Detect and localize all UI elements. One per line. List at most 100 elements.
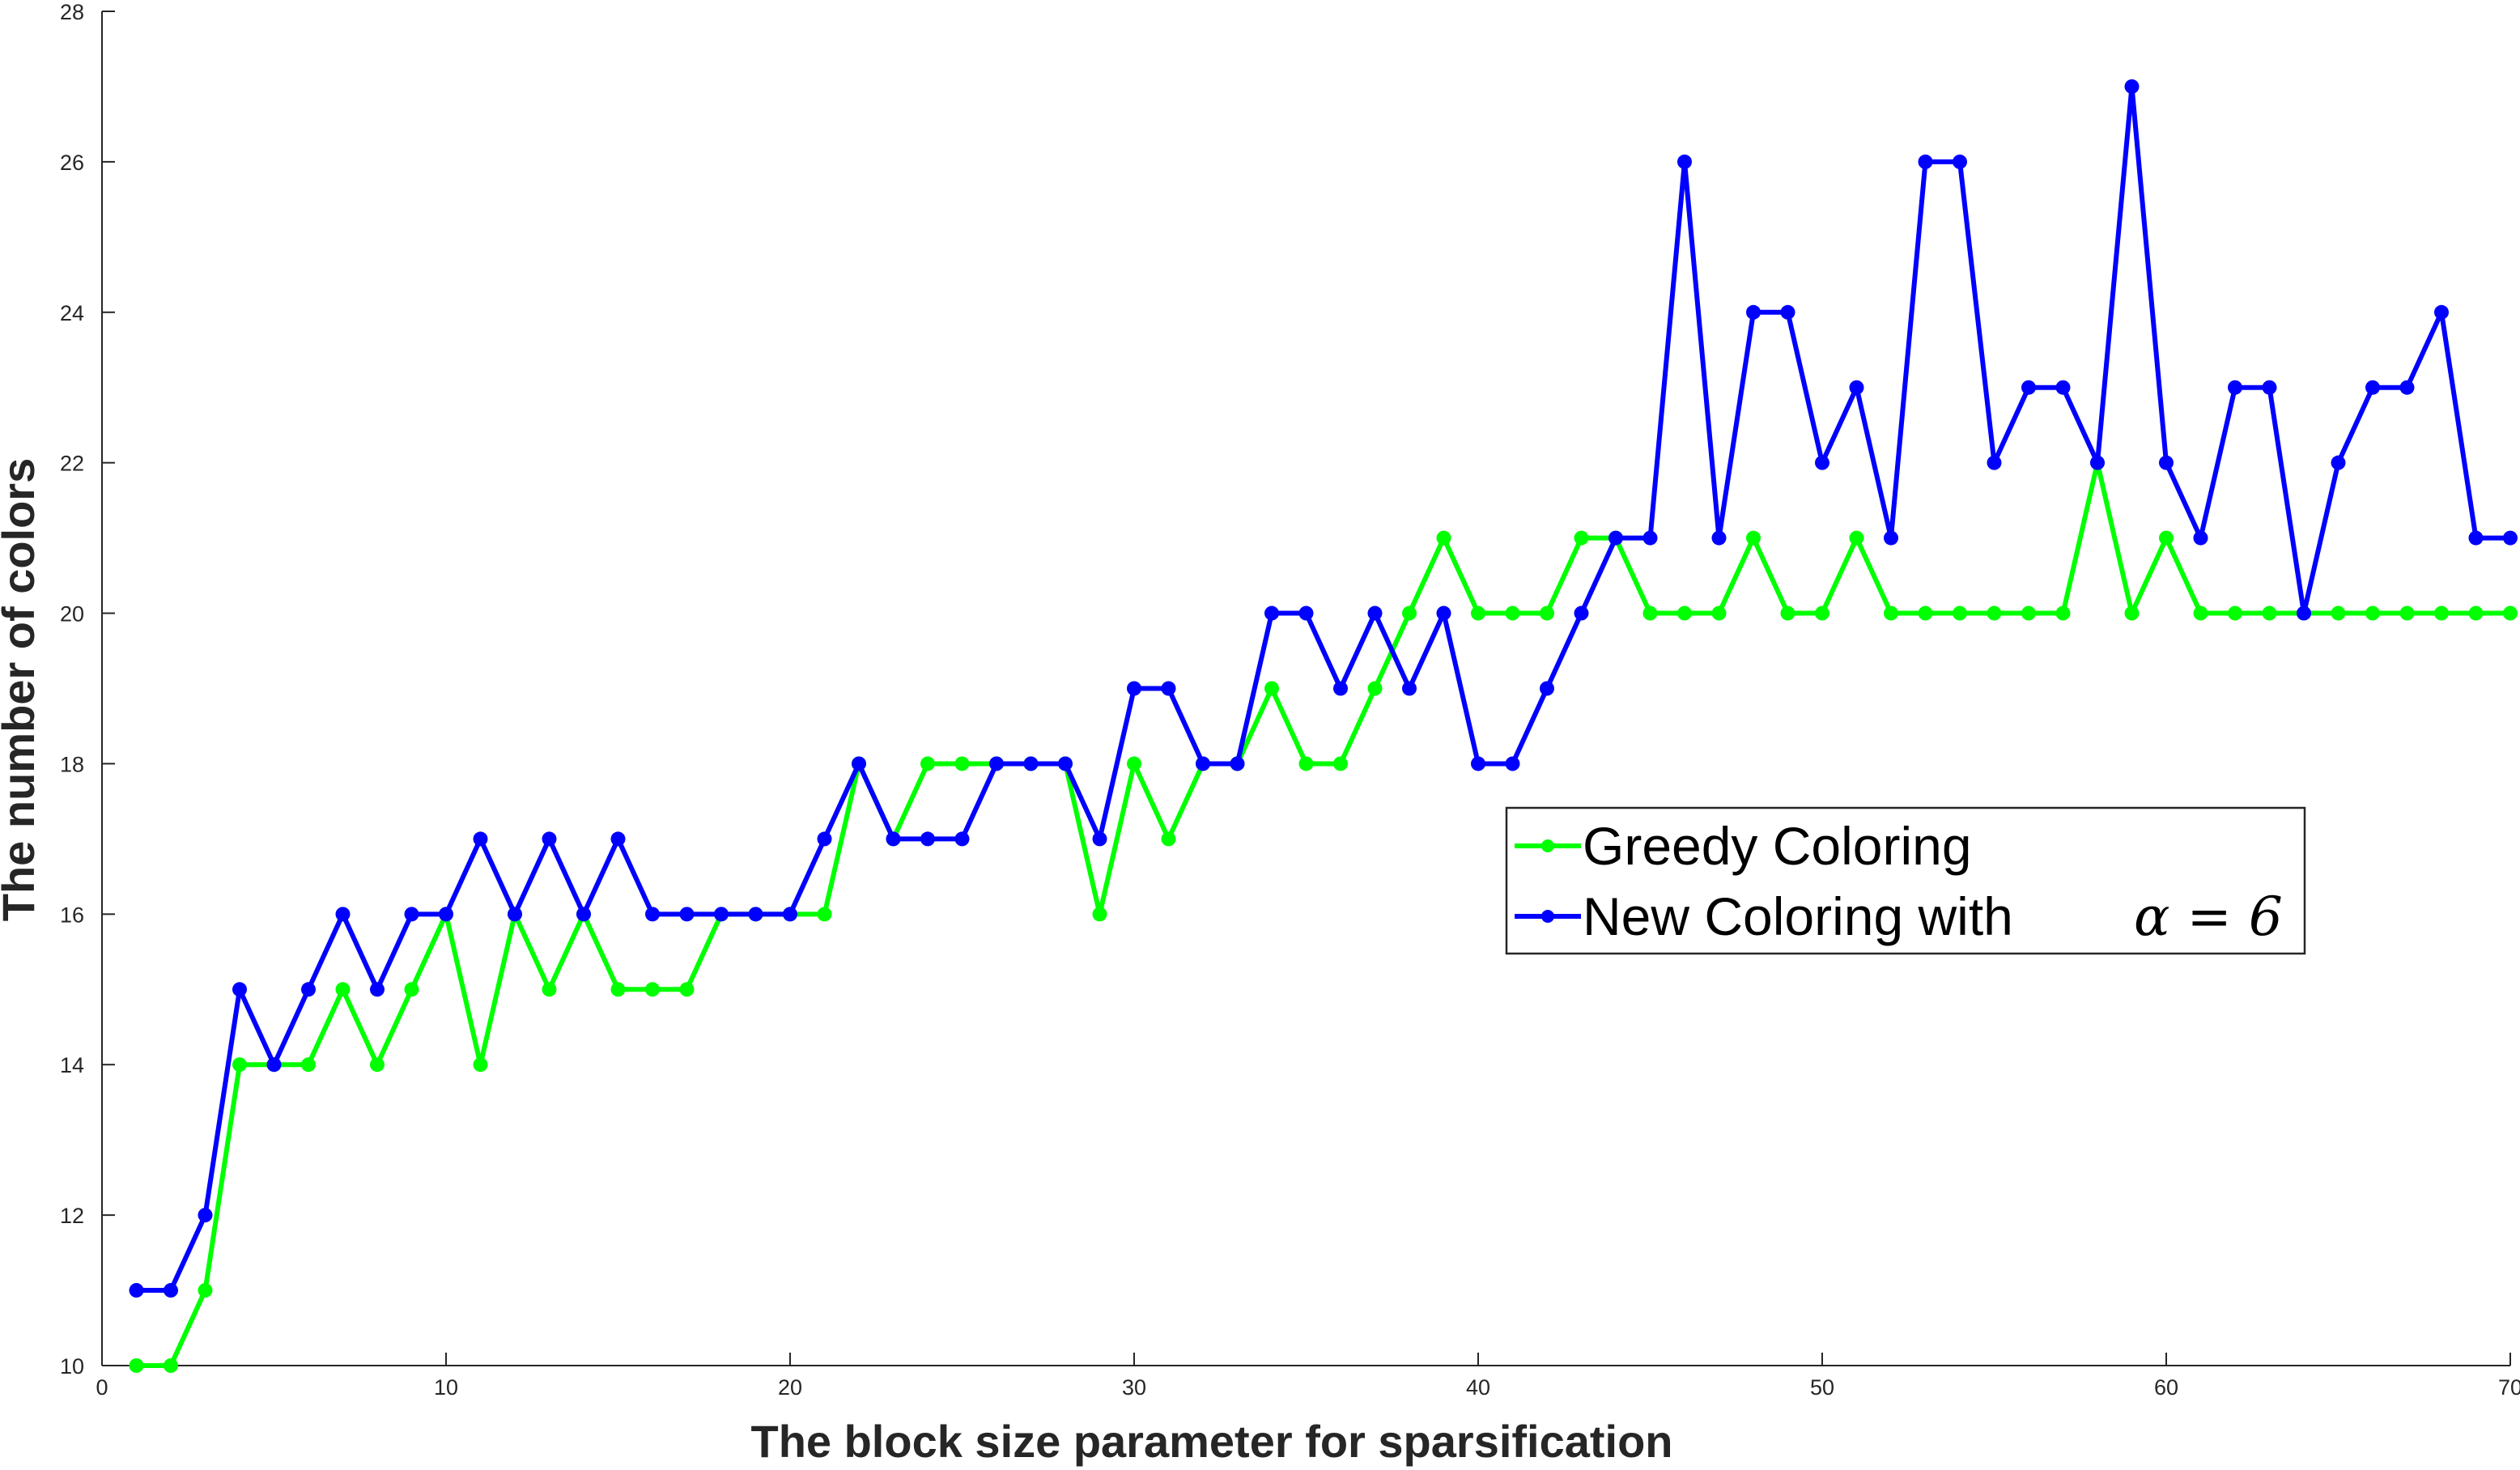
data-point-new-coloring [1884, 530, 1898, 546]
data-point-greedy [1677, 605, 1692, 621]
data-point-greedy [1402, 605, 1417, 621]
data-point-greedy [1264, 681, 1279, 696]
data-point-greedy [2468, 605, 2484, 621]
data-point-new-coloring [542, 831, 557, 847]
data-point-new-coloring [301, 982, 316, 997]
data-point-new-coloring [1436, 605, 1451, 621]
data-point-new-coloring [1987, 455, 2002, 470]
data-point-new-coloring [645, 907, 660, 922]
data-point-new-coloring [1677, 154, 1692, 169]
data-point-greedy [610, 982, 626, 997]
data-point-new-coloring [783, 907, 797, 922]
data-point-new-coloring [610, 831, 626, 847]
data-point-greedy [1711, 605, 1727, 621]
data-point-greedy [1367, 681, 1383, 696]
x-tick-label: 60 [2154, 1375, 2178, 1400]
data-point-new-coloring [2090, 455, 2105, 470]
data-point-greedy [2331, 605, 2346, 621]
data-point-greedy [920, 756, 935, 771]
data-point-greedy [473, 1057, 488, 1073]
data-point-new-coloring [2331, 455, 2346, 470]
data-point-new-coloring [1298, 605, 1314, 621]
data-point-new-coloring [852, 756, 866, 771]
data-point-greedy [301, 1057, 316, 1073]
data-point-new-coloring [1780, 304, 1795, 320]
data-point-new-coloring [2021, 380, 2036, 395]
data-point-greedy [817, 907, 832, 922]
data-point-greedy [2193, 605, 2208, 621]
data-point-new-coloring [2365, 380, 2380, 395]
data-point-greedy [542, 982, 557, 997]
data-point-greedy [1298, 756, 1314, 771]
data-point-greedy [1333, 756, 1348, 771]
data-point-greedy [198, 1283, 213, 1298]
data-point-greedy [404, 982, 419, 997]
x-tick-label: 30 [1122, 1375, 1146, 1400]
data-point-greedy [370, 1057, 385, 1073]
data-point-greedy [2262, 605, 2277, 621]
data-point-new-coloring [404, 907, 419, 922]
data-point-new-coloring [1918, 154, 1933, 169]
data-point-greedy [1642, 605, 1658, 621]
data-point-greedy [2434, 605, 2449, 621]
data-point-new-coloring [714, 907, 729, 922]
data-point-greedy [1746, 530, 1761, 546]
legend-label-new-math: α = 6 [2134, 886, 2283, 948]
data-point-new-coloring [1092, 831, 1107, 847]
x-tick-label: 50 [1810, 1375, 1834, 1400]
data-point-greedy [1780, 605, 1795, 621]
data-point-new-coloring [1161, 681, 1176, 696]
data-point-new-coloring [989, 756, 1004, 771]
data-point-greedy [1161, 831, 1176, 847]
data-point-new-coloring [129, 1283, 144, 1298]
data-point-greedy [679, 982, 695, 997]
x-tick-label: 0 [96, 1375, 108, 1400]
data-point-new-coloring [2262, 380, 2277, 395]
data-point-new-coloring [1746, 304, 1761, 320]
data-point-greedy [1987, 605, 2002, 621]
data-point-new-coloring [1815, 455, 1829, 470]
data-point-greedy [2503, 605, 2518, 621]
x-tick-label: 40 [1466, 1375, 1490, 1400]
data-point-new-coloring [335, 907, 351, 922]
data-point-new-coloring [679, 907, 695, 922]
y-tick-label: 20 [60, 602, 84, 627]
data-point-new-coloring [1127, 681, 1141, 696]
data-point-new-coloring [1367, 605, 1383, 621]
data-point-new-coloring [1333, 681, 1348, 696]
data-point-new-coloring [2193, 530, 2208, 546]
y-tick-label: 10 [60, 1354, 84, 1379]
data-point-greedy [645, 982, 660, 997]
data-point-greedy [1127, 756, 1141, 771]
x-tick-label: 70 [2498, 1375, 2520, 1400]
data-point-greedy [1918, 605, 1933, 621]
x-tick-label: 10 [434, 1375, 458, 1400]
data-point-greedy [1436, 530, 1451, 546]
y-axis-label: The number of colors [0, 458, 44, 922]
data-point-new-coloring [1471, 756, 1485, 771]
data-point-greedy [2124, 605, 2140, 621]
data-point-greedy [1540, 605, 1554, 621]
data-point-greedy [1884, 605, 1898, 621]
data-point-new-coloring [2434, 304, 2449, 320]
y-tick-label: 28 [60, 0, 84, 24]
data-point-greedy [1092, 907, 1107, 922]
data-point-new-coloring [2228, 380, 2242, 395]
legend-marker-new [1541, 910, 1554, 923]
data-point-new-coloring [1711, 530, 1727, 546]
axes: 0 10 20 30 40 50 60 70 10 12 14 16 18 20 22 24 26 28 [60, 0, 2520, 1400]
data-point-new-coloring [2399, 380, 2415, 395]
data-point-greedy [954, 756, 970, 771]
data-point-new-coloring [508, 907, 522, 922]
data-point-new-coloring [473, 831, 488, 847]
data-point-new-coloring [954, 831, 970, 847]
y-tick-label: 18 [60, 752, 84, 776]
x-axis-label: The block size parameter for sparsificat… [750, 1416, 1672, 1467]
legend-label-greedy: Greedy Coloring [1583, 816, 1972, 876]
y-tick-label: 12 [60, 1204, 84, 1228]
data-point-new-coloring [2503, 530, 2518, 546]
data-point-new-coloring [370, 982, 385, 997]
data-point-greedy [1953, 605, 1967, 621]
data-point-greedy [232, 1057, 247, 1073]
data-point-new-coloring [1574, 605, 1589, 621]
